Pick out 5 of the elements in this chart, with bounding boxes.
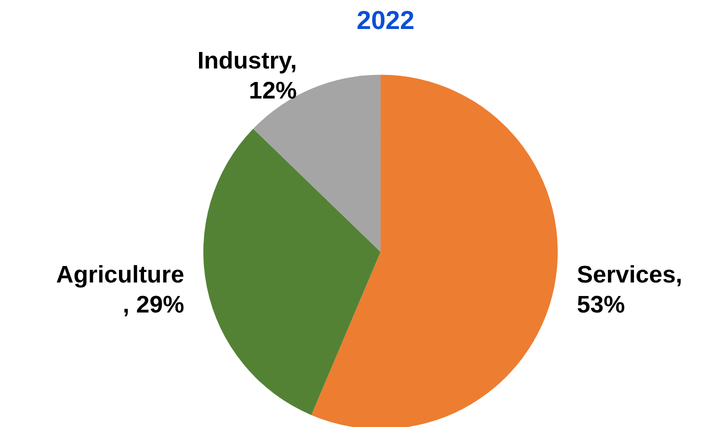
chart-title: 2022 (356, 5, 414, 35)
slice-label: Services, 53% (576, 262, 682, 319)
slice-label: Agriculture (56, 262, 184, 289)
data-label: , 29% (122, 292, 184, 319)
slice-label: Industry, 12% (197, 47, 297, 104)
